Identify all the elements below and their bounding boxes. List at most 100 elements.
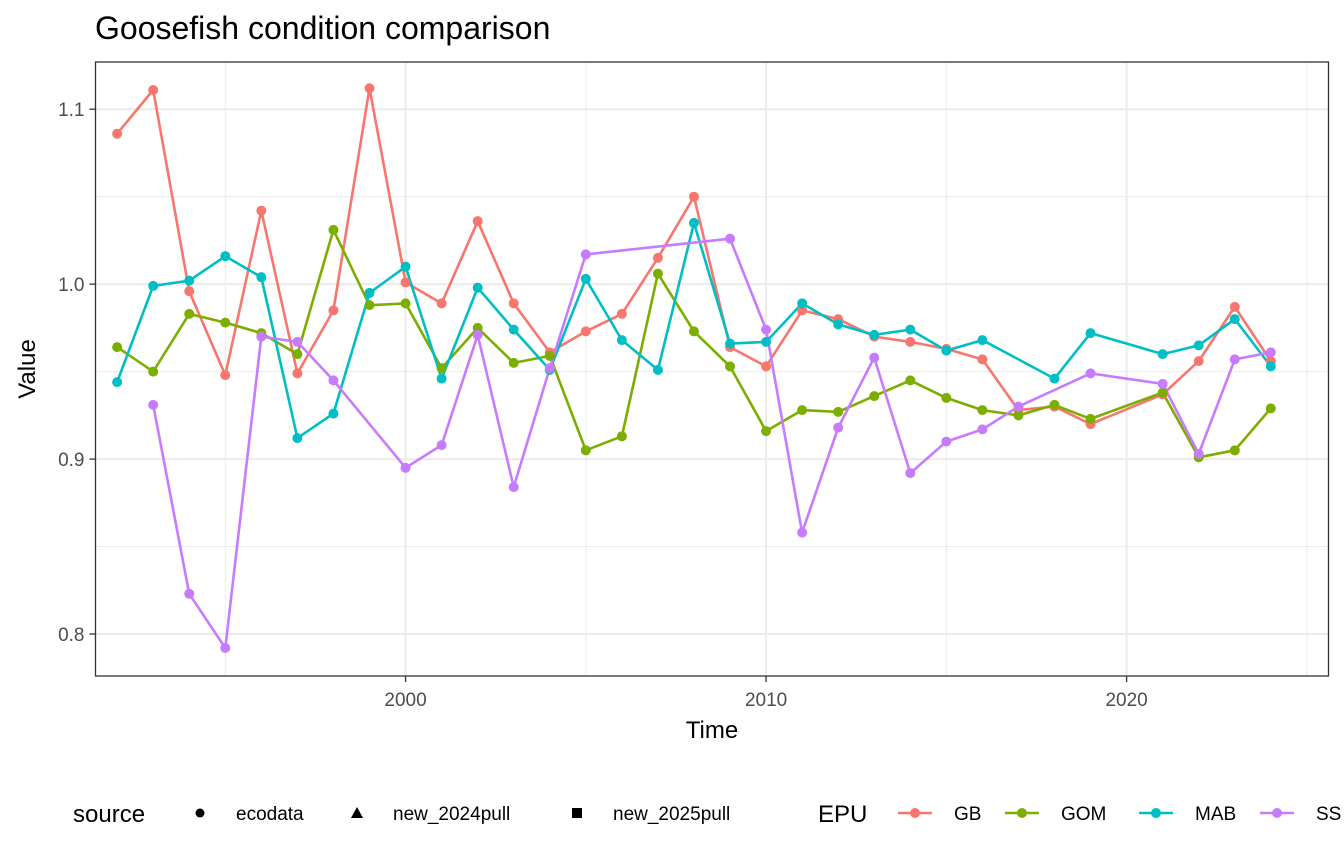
data-point-ss — [436, 440, 447, 451]
chart-title: Goosefish condition comparison — [95, 10, 550, 46]
data-point-gom — [797, 405, 808, 416]
data-point-gb — [616, 308, 627, 319]
data-point-gom — [148, 366, 159, 377]
data-point-mab — [652, 364, 663, 375]
legend-source-key-triangle — [351, 807, 363, 818]
data-point-gb — [364, 83, 375, 94]
data-point-ss — [292, 336, 303, 347]
data-point-mab — [1049, 373, 1060, 384]
data-point-gom — [1265, 403, 1276, 414]
x-tick-label: 2020 — [1105, 690, 1147, 711]
data-point-gom — [472, 322, 483, 333]
data-point-gb — [688, 191, 699, 202]
data-point-ss — [148, 399, 159, 410]
data-point-gb — [905, 336, 916, 347]
data-point-gb — [580, 326, 591, 337]
data-point-gb — [148, 84, 159, 95]
legend-source-label: new_2024pull — [393, 804, 510, 825]
x-axis-title: Time — [686, 717, 738, 744]
legend-epu-label: GOM — [1061, 804, 1106, 825]
data-point-gom — [400, 298, 411, 309]
data-point-gom — [725, 361, 736, 372]
data-point-mab — [688, 217, 699, 228]
legend-source: source ecodata new_2024pull new_2025pull — [73, 801, 730, 828]
data-point-ss — [472, 329, 483, 340]
data-point-gb — [292, 368, 303, 379]
data-point-gom — [1013, 410, 1024, 421]
data-point-gom — [508, 357, 519, 368]
data-point-mab — [220, 251, 231, 262]
data-point-mab — [508, 324, 519, 335]
data-point-gom — [688, 326, 699, 337]
legend-epu: EPU GB GOM MAB SS — [818, 801, 1341, 828]
data-point-gom — [652, 268, 663, 279]
data-point-mab — [436, 373, 447, 384]
data-point-ss — [761, 324, 772, 335]
data-point-gb — [256, 205, 267, 216]
data-point-ss — [184, 588, 195, 599]
data-point-gom — [1049, 399, 1060, 410]
data-point-gb — [184, 286, 195, 297]
data-point-ss — [725, 233, 736, 244]
data-point-gb — [112, 128, 123, 139]
data-point-gb — [797, 305, 808, 316]
data-point-gb — [508, 298, 519, 309]
data-point-ss — [544, 363, 555, 374]
data-point-gb — [220, 370, 231, 381]
data-point-gom — [436, 363, 447, 374]
y-tick-label: 1.0 — [58, 275, 84, 296]
x-tick-label: 2010 — [745, 690, 787, 711]
series-line-gom — [116, 228, 1272, 459]
data-point-gom — [580, 445, 591, 456]
x-tick-label: 2000 — [384, 690, 426, 711]
data-point-ss — [400, 462, 411, 473]
data-point-mab — [256, 272, 267, 283]
data-point-gom — [1229, 445, 1240, 456]
data-point-ss — [220, 643, 231, 654]
data-point-mab — [977, 335, 988, 346]
data-point-ss — [328, 375, 339, 386]
data-point-gb — [400, 277, 411, 288]
legend-epu-label: GB — [954, 804, 981, 825]
data-point-mab — [941, 345, 952, 356]
x-axis: 2000 2010 2020 — [384, 676, 1148, 711]
legend-epu-key-point — [1017, 808, 1027, 818]
data-point-gom — [544, 350, 555, 361]
data-point-gom — [1157, 387, 1168, 398]
data-point-gb — [652, 252, 663, 263]
data-point-gom — [292, 349, 303, 360]
data-point-gb — [977, 354, 988, 365]
data-point-ss — [1193, 448, 1204, 459]
data-point-mab — [761, 336, 772, 347]
data-point-mab — [725, 338, 736, 349]
data-point-mab — [148, 280, 159, 291]
data-point-mab — [292, 433, 303, 444]
data-point-mab — [869, 329, 880, 340]
legend-source-label: ecodata — [236, 804, 304, 825]
data-point-ss — [833, 422, 844, 433]
y-axis-title: Value — [14, 339, 41, 399]
data-point-mab — [833, 319, 844, 330]
legend-epu-title: EPU — [818, 801, 867, 828]
legend-epu-label: MAB — [1195, 804, 1236, 825]
series-points — [112, 83, 1276, 654]
data-point-mab — [580, 273, 591, 284]
data-point-mab — [1193, 340, 1204, 351]
data-point-mab — [472, 282, 483, 293]
data-point-gom — [905, 375, 916, 386]
data-point-gom — [833, 406, 844, 417]
data-point-ss — [1085, 368, 1096, 379]
y-tick-label: 0.9 — [58, 450, 84, 471]
data-point-gom — [616, 431, 627, 442]
data-point-gom — [364, 300, 375, 311]
data-point-gom — [328, 224, 339, 235]
data-point-gom — [869, 391, 880, 402]
data-point-mab — [328, 408, 339, 419]
data-point-ss — [1265, 347, 1276, 358]
data-point-mab — [1085, 328, 1096, 339]
data-point-ss — [580, 249, 591, 260]
data-point-gom — [184, 308, 195, 319]
data-point-mab — [1229, 314, 1240, 325]
data-point-mab — [616, 335, 627, 346]
data-point-gb — [436, 298, 447, 309]
